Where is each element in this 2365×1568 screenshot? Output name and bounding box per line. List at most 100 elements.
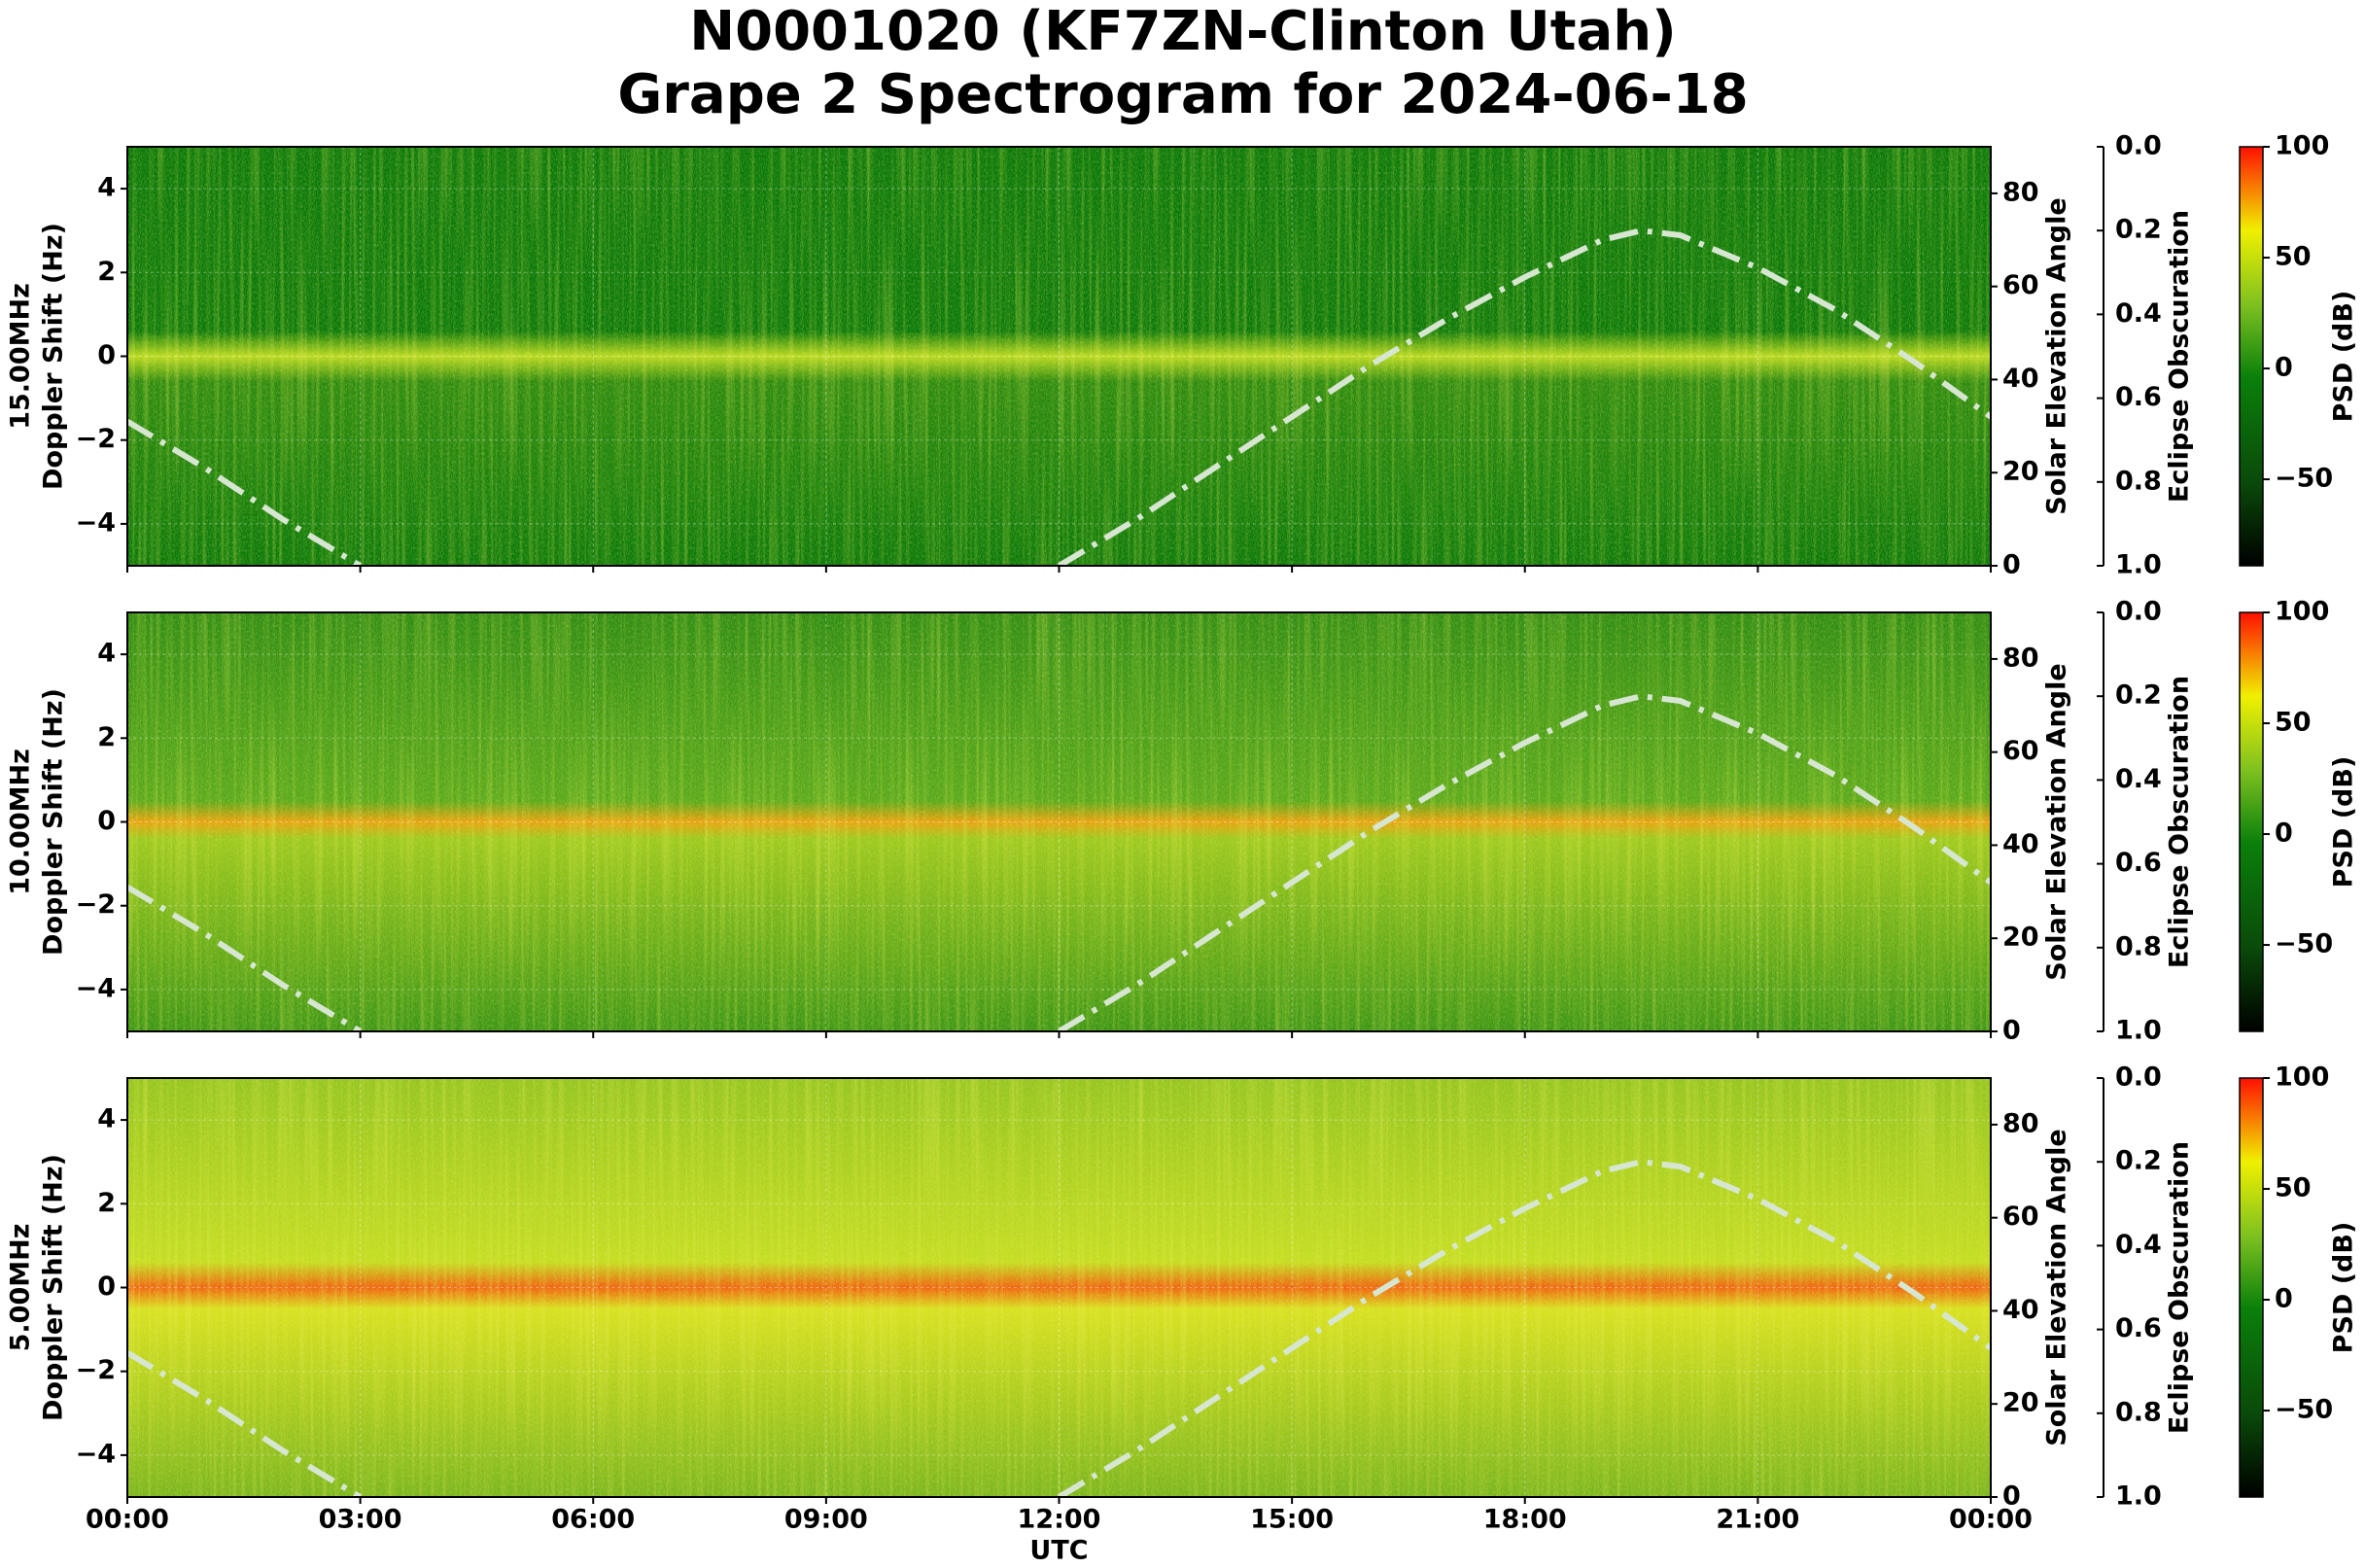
x-tick-label: 03:00 xyxy=(319,1505,402,1535)
y-tick-label: 0 xyxy=(97,340,116,370)
colorbar-label: PSD (dB) xyxy=(2329,1222,2359,1354)
y3-tick-label: 1.0 xyxy=(2115,550,2162,580)
y2-axis-label: Solar Elevation Angle xyxy=(2042,197,2072,514)
y-tick-label: 0 xyxy=(97,1272,116,1302)
y2-tick-label: 20 xyxy=(2002,923,2039,953)
y-tick-label: 2 xyxy=(97,1188,116,1218)
y3-tick-label: 0.0 xyxy=(2115,131,2162,161)
colorbar-tick-label: 0 xyxy=(2275,819,2293,849)
y-tick-label: 2 xyxy=(97,257,116,287)
y-tick-label: 4 xyxy=(97,639,116,669)
plot-area xyxy=(127,1078,1991,1497)
y2-tick-label: 40 xyxy=(2002,1295,2039,1325)
colorbar xyxy=(2239,1077,2264,1498)
colorbar-label: PSD (dB) xyxy=(2329,291,2359,423)
plot-area xyxy=(127,612,1991,1031)
y3-axis-label: Eclipse Obscuration xyxy=(2165,1141,2195,1434)
y3-tick-label: 0.4 xyxy=(2115,764,2162,794)
y-axis-label: Doppler Shift (Hz) xyxy=(39,688,69,956)
y3-tick-label: 0.6 xyxy=(2115,848,2162,878)
plot-frame xyxy=(126,146,1992,567)
y3-tick-label: 0.8 xyxy=(2115,466,2162,496)
y3-tick-label: 0.0 xyxy=(2115,1063,2162,1093)
colorbar-tick-label: 0 xyxy=(2275,1284,2293,1314)
colorbar-tick-label: −50 xyxy=(2275,929,2333,959)
y3-axis-label: Eclipse Obscuration xyxy=(2165,676,2195,968)
spectrogram-noise xyxy=(127,147,1991,566)
colorbar-tick-label: 100 xyxy=(2275,131,2329,161)
colorbar-tick-label: −50 xyxy=(2275,464,2333,494)
y3-tick-label: 0.0 xyxy=(2115,597,2162,627)
y-axis-label: Doppler Shift (Hz) xyxy=(39,223,69,490)
y3-tick-label: 0.2 xyxy=(2115,1146,2162,1176)
colorbar-tick-label: 100 xyxy=(2275,597,2329,627)
y-axis-label: Doppler Shift (Hz) xyxy=(39,1154,69,1421)
y-tick-label: −4 xyxy=(76,507,116,538)
frequency-label: 5.00MHz xyxy=(6,1224,36,1352)
colorbar-tick-label: 100 xyxy=(2275,1063,2329,1093)
y3-tick-label: 0.2 xyxy=(2115,680,2162,711)
x-tick-label: 21:00 xyxy=(1716,1505,1799,1535)
frequency-label: 15.00MHz xyxy=(6,283,36,430)
y2-tick-label: 0 xyxy=(2002,1016,2021,1046)
y2-axis-label: Solar Elevation Angle xyxy=(2042,1129,2072,1446)
y-tick-label: −4 xyxy=(76,1439,116,1469)
y-tick-label: −2 xyxy=(76,1355,116,1385)
colorbar xyxy=(2239,611,2264,1032)
y2-tick-label: 40 xyxy=(2002,829,2039,859)
y2-tick-label: 20 xyxy=(2002,1388,2039,1418)
x-tick-label: 15:00 xyxy=(1250,1505,1334,1535)
plot-frame xyxy=(126,1077,1992,1498)
title-line: Grape 2 Spectrogram for 2024-06-18 xyxy=(617,63,1748,126)
plot-area xyxy=(127,147,1991,566)
x-axis-label: UTC xyxy=(1029,1536,1088,1566)
colorbar-tick-label: 50 xyxy=(2275,1173,2312,1203)
y-tick-label: 2 xyxy=(97,722,116,752)
y2-tick-label: 60 xyxy=(2002,270,2039,300)
colorbar-label: PSD (dB) xyxy=(2329,756,2359,889)
x-tick-label: 12:00 xyxy=(1018,1505,1101,1535)
y3-axis-label: Eclipse Obscuration xyxy=(2165,210,2195,503)
y-tick-label: 4 xyxy=(97,1104,116,1134)
y3-tick-label: 1.0 xyxy=(2115,1481,2162,1512)
y2-tick-label: 0 xyxy=(2002,550,2021,580)
y2-tick-label: 20 xyxy=(2002,457,2039,487)
solar-elevation-line xyxy=(127,693,1991,1031)
y3-tick-label: 0.6 xyxy=(2115,382,2162,412)
y3-tick-label: 0.4 xyxy=(2115,1230,2162,1260)
x-tick-label: 00:00 xyxy=(1949,1505,2033,1535)
y2-tick-label: 40 xyxy=(2002,364,2039,394)
y3-tick-label: 0.6 xyxy=(2115,1313,2162,1343)
title-line: N0001020 (KF7ZN-Clinton Utah) xyxy=(689,0,1677,63)
x-tick-label: 09:00 xyxy=(784,1505,868,1535)
y3-tick-label: 0.8 xyxy=(2115,931,2162,961)
solar-elevation-line xyxy=(127,1159,1991,1497)
x-tick-label: 06:00 xyxy=(551,1505,635,1535)
x-tick-label: 00:00 xyxy=(86,1505,169,1535)
plot-frame xyxy=(126,611,1992,1032)
colorbar-tick-label: 50 xyxy=(2275,242,2312,272)
y3-tick-label: 0.8 xyxy=(2115,1397,2162,1427)
frequency-label: 10.00MHz xyxy=(6,749,36,895)
colorbar-tick-label: 0 xyxy=(2275,353,2293,383)
y3-tick-label: 1.0 xyxy=(2115,1016,2162,1046)
colorbar xyxy=(2239,146,2264,567)
y-tick-label: −2 xyxy=(76,889,116,920)
colorbar-tick-label: 50 xyxy=(2275,708,2312,738)
colorbar-tick-label: −50 xyxy=(2275,1395,2333,1425)
y2-tick-label: 60 xyxy=(2002,736,2039,766)
y3-tick-label: 0.4 xyxy=(2115,298,2162,329)
y3-tick-label: 0.2 xyxy=(2115,215,2162,245)
y-tick-label: −2 xyxy=(76,424,116,454)
y-tick-label: −4 xyxy=(76,973,116,1003)
y2-tick-label: 80 xyxy=(2002,1108,2039,1138)
solar-elevation-line xyxy=(127,227,1991,566)
y2-axis-label: Solar Elevation Angle xyxy=(2042,663,2072,980)
y-tick-label: 4 xyxy=(97,173,116,203)
spectrogram-noise xyxy=(127,1078,1991,1497)
y2-tick-label: 60 xyxy=(2002,1202,2039,1232)
x-tick-label: 18:00 xyxy=(1483,1505,1567,1535)
y-tick-label: 0 xyxy=(97,806,116,836)
y2-tick-label: 80 xyxy=(2002,643,2039,673)
